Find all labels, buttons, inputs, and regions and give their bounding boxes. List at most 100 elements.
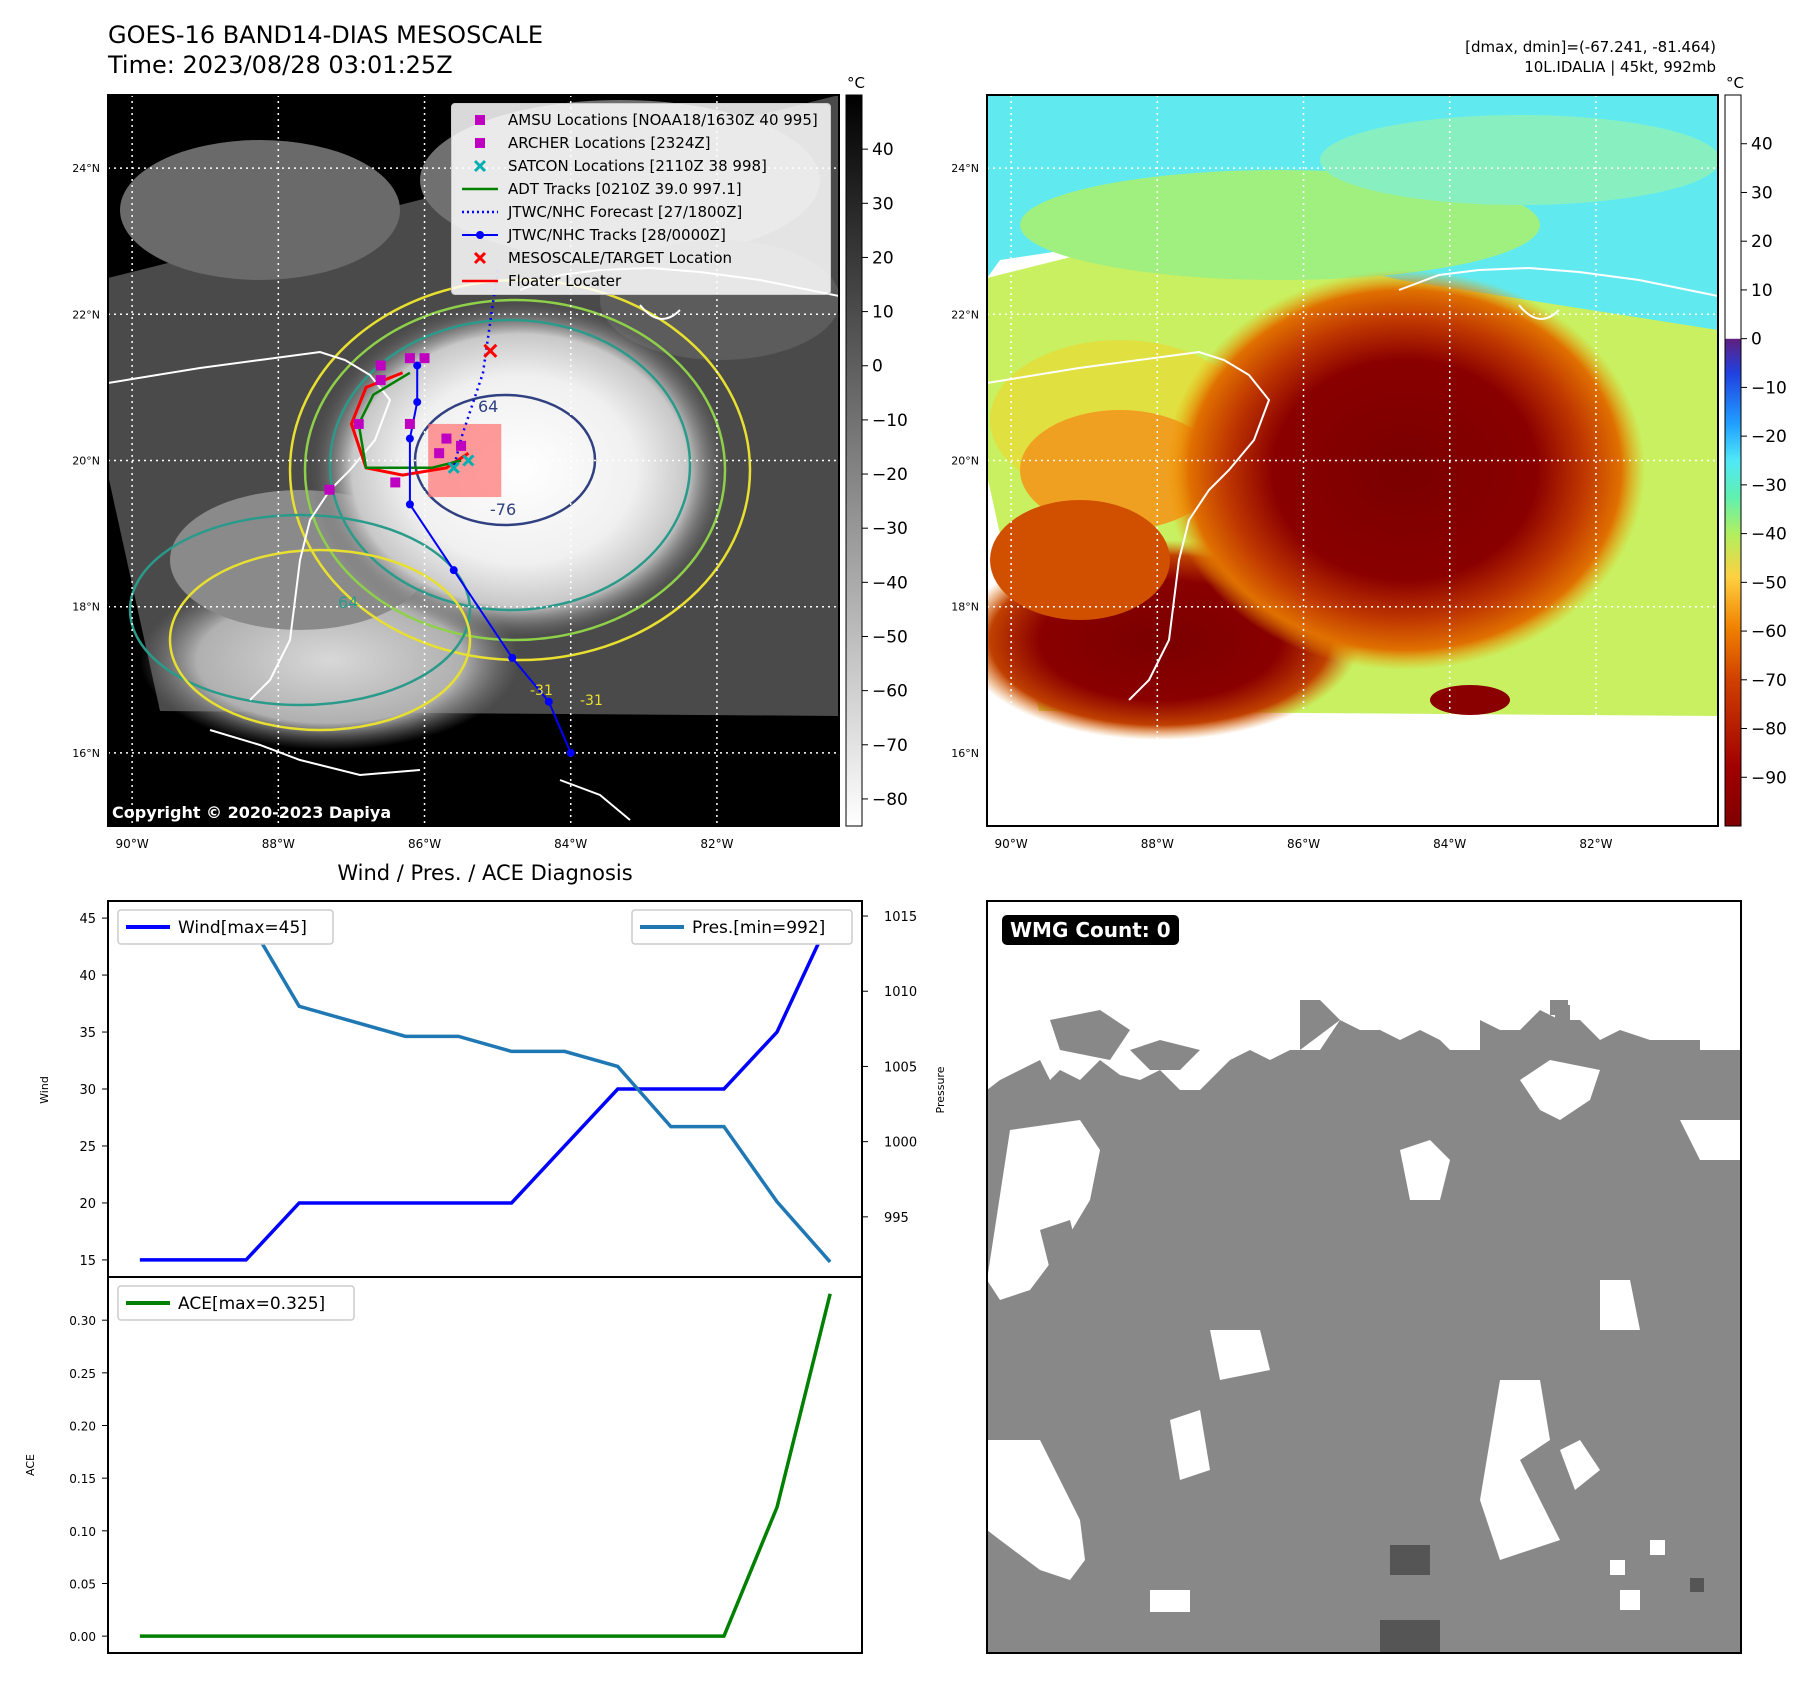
wind-axis-ticks: 45 40 35 30 25 20 15 (79, 912, 108, 1269)
color-map-frame (986, 94, 1719, 827)
lat-tick-label: 20°N (72, 455, 100, 468)
ace-tick-label: 0.30 (69, 1314, 96, 1328)
pressure-tick-label: 1015 (884, 910, 917, 925)
floater-box (428, 423, 502, 498)
wmg-panel-frame (986, 900, 1742, 1654)
legend-swatch (475, 115, 485, 125)
colorbar-tick-label: −50 (872, 627, 908, 647)
colorbar-tick-label: −50 (1751, 573, 1787, 593)
ace-axis-label: ACE (24, 1454, 37, 1476)
lon-tick-label: 88°W (262, 837, 295, 851)
ace-legend-label: ACE[max=0.325] (178, 1294, 325, 1314)
pressure-legend: Pres.[min=992] (631, 909, 853, 945)
legend-swatch (462, 187, 498, 191)
colorbar-tick-label: −30 (872, 519, 908, 539)
contour-label: 64 (338, 593, 358, 612)
wmg-white-region (1560, 1440, 1600, 1490)
wind-tick-label: 15 (79, 1254, 96, 1269)
wmg-dark-cell (1690, 1578, 1704, 1592)
color-colorbar-unit: °C (1726, 74, 1744, 92)
contour-green (303, 298, 727, 642)
legend-label: JTWC/NHC Tracks [28/0000Z] (508, 226, 726, 244)
legend-label: ADT Tracks [0210Z 39.0 997.1] (508, 180, 742, 198)
amsu-location (404, 418, 415, 429)
colorbar-tick-label: −30 (1751, 476, 1787, 496)
legend-entry: MESOSCALE/TARGET Location (460, 248, 732, 268)
lat-tick-label: 22°N (72, 308, 100, 321)
wind-tick-label: 20 (79, 1197, 96, 1212)
wind-panel-frame (107, 900, 863, 1278)
wmg-white-region (1170, 1410, 1210, 1480)
lat-tick-label: 16°N (951, 747, 979, 760)
lon-tick-label: 88°W (1141, 837, 1174, 851)
gray-colorbar (845, 94, 863, 827)
pressure-legend-label: Pres.[min=992] (692, 918, 825, 938)
legend-label: JTWC/NHC Forecast [27/1800Z] (508, 203, 743, 221)
color-colorbar (1724, 94, 1742, 827)
amsu-location (419, 353, 430, 364)
amsu-location (404, 353, 415, 364)
legend-swatch (462, 279, 498, 283)
amsu-location (375, 360, 386, 371)
lat-tick-label: 22°N (951, 308, 979, 321)
amsu-location (390, 477, 401, 488)
contour-label: -31 (580, 693, 603, 709)
lon-tick-label: 84°W (1433, 837, 1466, 851)
legend-entry: JTWC/NHC Forecast [27/1800Z] (460, 202, 742, 222)
legend-entry: SATCON Locations [2110Z 38 998] (460, 156, 767, 176)
ace-tick-label: 0.20 (69, 1420, 96, 1434)
jtwc-track-point (413, 398, 422, 407)
colorbar-tick-label: −40 (1751, 525, 1787, 545)
gray-colorbar-unit: °C (847, 74, 865, 92)
figure-time: Time: 2023/08/28 03:01:25Z (108, 51, 453, 79)
jtwc-track-point (544, 697, 553, 706)
legend-swatch (462, 231, 498, 239)
satcon-location (447, 461, 460, 474)
color-map-gridlines (987, 95, 1718, 826)
legend-label: SATCON Locations [2110Z 38 998] (508, 157, 767, 175)
contour-label: -76 (490, 500, 516, 519)
jtwc-track-point (508, 653, 517, 662)
contour-label: 64 (478, 397, 498, 416)
wind-series-line (139, 917, 832, 1262)
colorbar-tick-label: 30 (1751, 183, 1773, 203)
pressure-tick-label: 1010 (884, 985, 917, 1000)
lat-tick-label: 16°N (72, 747, 100, 760)
colorbar-tick-label: 10 (872, 303, 894, 323)
color-cell (1430, 685, 1510, 715)
wind-legend-label: Wind[max=45] (178, 918, 307, 938)
amsu-location (375, 375, 386, 386)
satcon-location (462, 454, 475, 467)
pressure-axis-label: Pressure (934, 1066, 947, 1113)
legend-label: ARCHER Locations [2324Z] (508, 134, 711, 152)
wind-tick-label: 45 (79, 912, 96, 927)
wmg-white-region (1600, 1280, 1640, 1330)
coastline-isle (639, 304, 681, 320)
contour-yellow (168, 548, 472, 732)
colorbar-tick-label: 40 (1751, 135, 1773, 155)
colorbar-tick-label: −40 (872, 573, 908, 593)
pressure-tick-label: 1000 (884, 1136, 917, 1151)
coastline-islands (559, 779, 631, 821)
amsu-location (324, 484, 335, 495)
ace-plot (139, 1293, 832, 1638)
legend-swatch (462, 210, 498, 214)
lon-tick-label: 84°W (554, 837, 587, 851)
wind-tick-label: 35 (79, 1026, 96, 1041)
jtwc-track (408, 365, 572, 754)
coastline-yucatan (987, 350, 1271, 701)
legend-swatch (473, 251, 487, 265)
wmg-white-region (987, 1120, 1100, 1300)
jtwc-track-point (405, 434, 414, 443)
colorbar-tick-label: 0 (872, 357, 883, 377)
contour-teal (328, 318, 692, 612)
colorbar-tick-label: −20 (1751, 427, 1787, 447)
amsu-location (434, 448, 445, 459)
ace-panel-frame (107, 1276, 863, 1654)
colorbar-tick-label: −10 (1751, 378, 1787, 398)
jtwc-track-point (449, 566, 458, 575)
colorbar-tick-label: 20 (872, 248, 894, 268)
colorbar-tick-label: −70 (1751, 671, 1787, 691)
